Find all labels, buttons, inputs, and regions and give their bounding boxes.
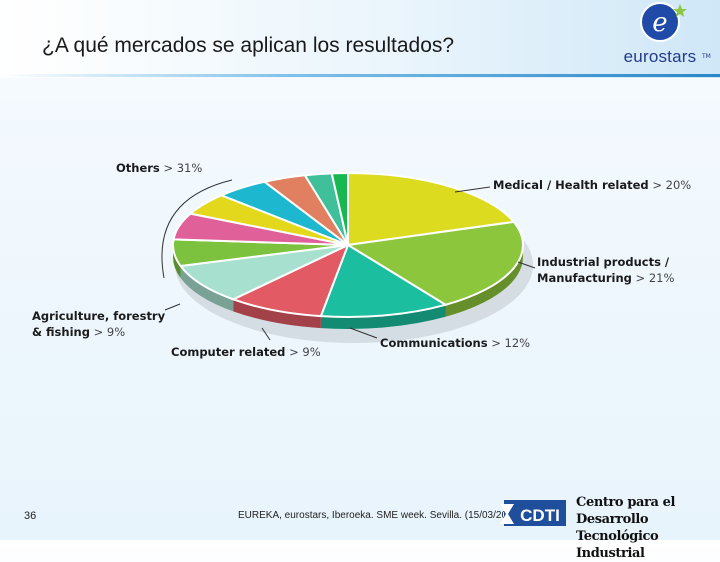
communications-label: Communications > 12% <box>380 336 531 350</box>
agriculture-label: Agriculture, forestry & fishing > 9% <box>32 309 166 339</box>
pie-slice-1 <box>345 220 524 306</box>
page-number: 36 <box>24 510 37 522</box>
computer-label: Computer related > 9% <box>171 345 321 359</box>
pie-chart <box>161 171 536 343</box>
cdti-logo-icon: CDTI <box>500 500 566 526</box>
leader-agriculture <box>164 303 181 311</box>
slide-title: ¿A qué mercados se aplican los resultado… <box>42 34 455 57</box>
logo-trademark: TM <box>702 53 711 60</box>
leader-industrial <box>517 261 536 269</box>
logo-wordmark: eurostars <box>623 47 697 66</box>
cdti-label: CDTI <box>520 506 560 525</box>
medical-label: Medical / Health related > 20% <box>493 178 692 192</box>
footer-text: EUREKA, eurostars, Iberoeka. SME week. S… <box>238 510 504 521</box>
industrial-label: Industrial products / Manufacturing > 21… <box>537 255 675 285</box>
svg-text:e: e <box>652 8 667 38</box>
cdti-name-line1: Centro para el Desarrollo <box>576 495 676 527</box>
pie-slice-side-2 <box>320 304 446 329</box>
title-bar <box>0 0 720 78</box>
others-label: Others > 31% <box>116 161 203 175</box>
leader-communications <box>349 327 378 339</box>
eurostars-emblem-icon: e <box>640 2 687 42</box>
cdti-name-line2: Tecnológico Industrial <box>576 529 659 561</box>
leader-computer <box>261 327 271 341</box>
title-underline <box>0 74 720 77</box>
pie-slice-2 <box>319 243 448 318</box>
pie-slice-11 <box>330 171 349 246</box>
pie-slice-3 <box>230 243 350 318</box>
others-bracket <box>161 179 233 279</box>
cdti-name: Centro para el Desarrollo Tecnológico In… <box>576 494 716 562</box>
eurostars-logo: e eurostars TM <box>614 0 711 70</box>
leader-medical <box>454 186 491 193</box>
